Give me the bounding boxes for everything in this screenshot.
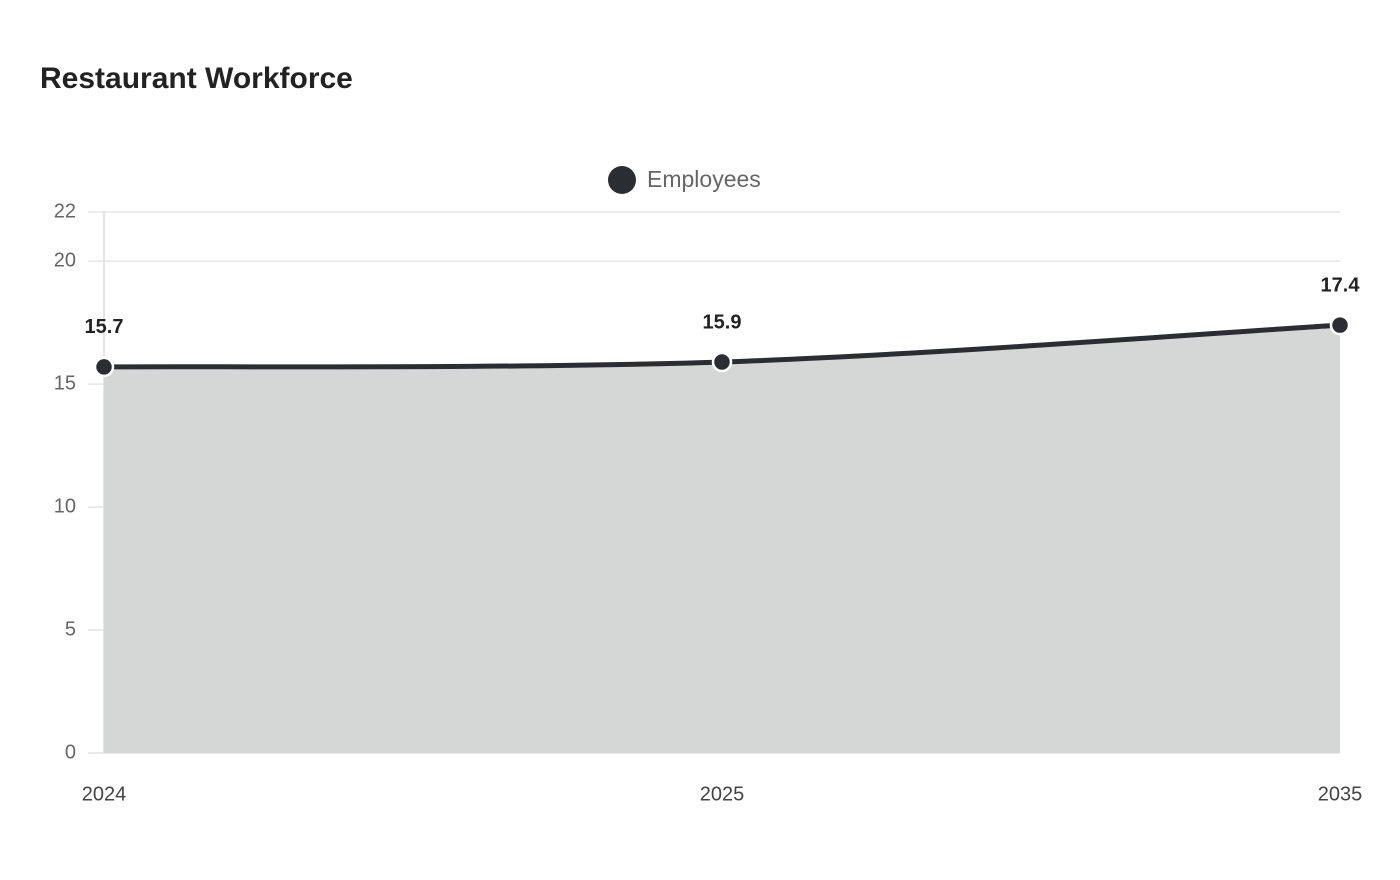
y-tick-label: 20 [54,249,76,271]
data-label: 17.4 [1321,274,1361,296]
point [711,351,733,373]
data-label: 15.9 [703,311,742,333]
y-tick-label: 22 [54,200,76,222]
legend-marker [608,166,636,194]
x-tick-label: 2025 [700,783,745,805]
y-tick-label: 10 [54,495,76,517]
y-tick-label: 15 [54,372,76,394]
y-tick-label: 0 [65,741,76,763]
y-tick-label: 5 [65,618,76,640]
area [104,325,1340,753]
point [1329,314,1351,336]
chart-title: Restaurant Workforce [40,62,353,95]
data-label: 15.7 [85,316,124,338]
point [93,356,115,378]
legend-label: Employees [647,166,761,192]
x-tick-label: 2024 [82,783,127,805]
x-tick-label: 2035 [1318,783,1363,805]
